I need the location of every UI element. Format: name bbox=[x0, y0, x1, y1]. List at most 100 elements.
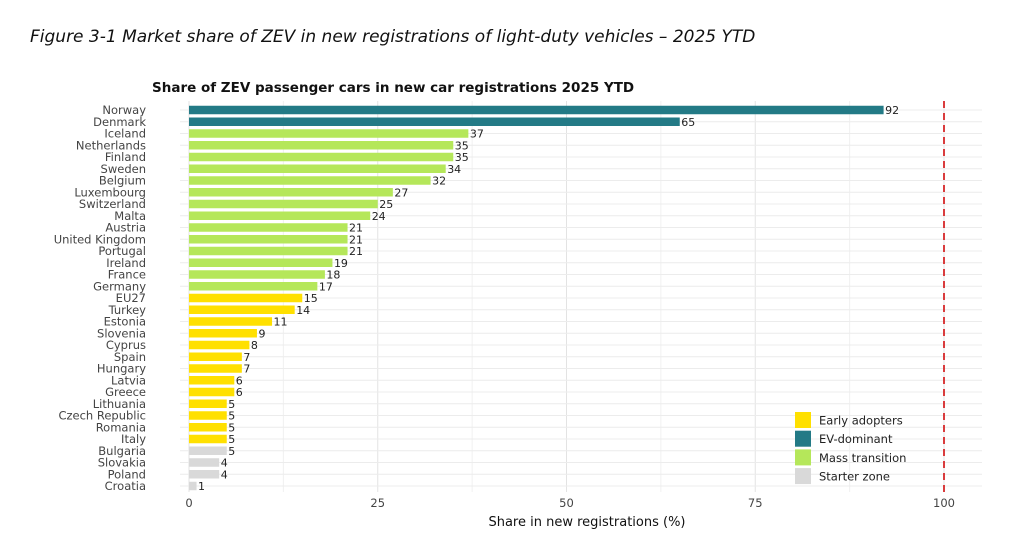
x-tick-label: 50 bbox=[559, 496, 574, 510]
category-label: Iceland bbox=[104, 127, 146, 141]
data-label: 5 bbox=[228, 421, 235, 434]
data-label: 6 bbox=[236, 386, 243, 399]
category-label: Czech Republic bbox=[58, 409, 146, 423]
bar bbox=[189, 211, 371, 220]
data-label: 7 bbox=[243, 363, 250, 376]
category-label: France bbox=[108, 268, 146, 282]
bar bbox=[189, 305, 295, 314]
data-label: 15 bbox=[304, 292, 318, 305]
data-label: 5 bbox=[228, 445, 235, 458]
bar bbox=[189, 152, 454, 162]
data-label: 34 bbox=[447, 163, 461, 176]
x-tick-label: 75 bbox=[748, 496, 763, 510]
data-label: 9 bbox=[258, 327, 265, 340]
data-label: 4 bbox=[221, 457, 228, 470]
bar bbox=[189, 199, 378, 209]
x-tick-label: 100 bbox=[933, 496, 955, 510]
legend-swatch bbox=[795, 412, 811, 428]
data-label: 32 bbox=[432, 175, 446, 188]
legend-label: Early adopters bbox=[819, 414, 903, 428]
legend-swatch bbox=[795, 449, 811, 466]
category-label: Finland bbox=[105, 150, 146, 164]
bar bbox=[189, 340, 250, 350]
data-label: 25 bbox=[379, 198, 393, 211]
category-label: Switzerland bbox=[79, 197, 146, 211]
legend-label: EV-dominant bbox=[819, 432, 893, 446]
category-label: Turkey bbox=[108, 303, 147, 317]
category-label: Germany bbox=[93, 279, 146, 293]
data-label: 4 bbox=[221, 468, 228, 481]
category-label: Malta bbox=[114, 209, 146, 223]
category-label: EU27 bbox=[116, 291, 146, 305]
category-label: Greece bbox=[105, 385, 146, 399]
data-label: 27 bbox=[394, 186, 408, 199]
bar bbox=[189, 293, 303, 303]
category-label: Luxembourg bbox=[74, 185, 146, 199]
bar bbox=[189, 246, 348, 256]
category-label: Portugal bbox=[98, 244, 146, 258]
bar bbox=[189, 446, 227, 455]
x-tick-label: 0 bbox=[185, 496, 192, 510]
bar bbox=[189, 470, 220, 479]
category-label: Hungary bbox=[97, 362, 146, 376]
category-label: Austria bbox=[105, 221, 146, 235]
bar bbox=[189, 105, 884, 115]
category-label: Romania bbox=[96, 420, 146, 434]
category-label: Croatia bbox=[105, 479, 146, 493]
data-label: 21 bbox=[349, 222, 363, 235]
bar bbox=[189, 387, 235, 397]
data-label: 37 bbox=[470, 128, 484, 141]
data-label: 8 bbox=[251, 339, 258, 352]
bar bbox=[189, 270, 325, 279]
bar bbox=[189, 282, 318, 291]
bar bbox=[189, 423, 227, 432]
bar bbox=[189, 434, 227, 444]
category-label: Latvia bbox=[111, 373, 146, 387]
bar bbox=[189, 364, 242, 373]
bar bbox=[189, 141, 454, 150]
bar bbox=[189, 399, 227, 408]
category-label: Lithuania bbox=[93, 397, 146, 411]
legend-swatch bbox=[795, 430, 811, 447]
bar bbox=[189, 117, 680, 126]
legend-label: Starter zone bbox=[819, 470, 890, 484]
data-label: 65 bbox=[681, 116, 695, 129]
category-label: Slovakia bbox=[98, 456, 146, 470]
category-label: Poland bbox=[108, 467, 146, 481]
category-label: Cyprus bbox=[106, 338, 146, 352]
category-label: Norway bbox=[102, 103, 146, 117]
bar bbox=[189, 317, 273, 326]
bar bbox=[189, 258, 333, 267]
legend-label: Mass transition bbox=[819, 451, 906, 465]
bar bbox=[189, 235, 348, 244]
category-label: Ireland bbox=[106, 256, 146, 270]
data-label: 24 bbox=[372, 210, 386, 223]
bar bbox=[189, 176, 431, 185]
bar bbox=[189, 481, 197, 491]
bar bbox=[189, 458, 220, 467]
category-label: Spain bbox=[114, 350, 146, 364]
data-label: 5 bbox=[228, 410, 235, 423]
data-label: 18 bbox=[326, 269, 340, 282]
data-label: 35 bbox=[455, 151, 469, 164]
data-label: 14 bbox=[296, 304, 310, 317]
data-label: 35 bbox=[455, 139, 469, 152]
data-label: 5 bbox=[228, 398, 235, 411]
category-label: Estonia bbox=[104, 315, 146, 329]
data-label: 21 bbox=[349, 245, 363, 258]
bar bbox=[189, 376, 235, 385]
chart-title: Share of ZEV passenger cars in new car r… bbox=[152, 80, 635, 96]
legend-swatch bbox=[795, 468, 811, 485]
bar bbox=[189, 188, 393, 197]
data-label: 5 bbox=[228, 433, 235, 446]
data-label: 17 bbox=[319, 280, 333, 293]
category-label: Belgium bbox=[99, 174, 146, 188]
data-label: 21 bbox=[349, 233, 363, 246]
bar bbox=[189, 223, 348, 232]
category-label: Denmark bbox=[93, 115, 146, 129]
x-tick-label: 25 bbox=[370, 496, 385, 510]
category-label: Slovenia bbox=[97, 326, 146, 340]
bar bbox=[189, 329, 257, 338]
category-label: Sweden bbox=[101, 162, 146, 176]
